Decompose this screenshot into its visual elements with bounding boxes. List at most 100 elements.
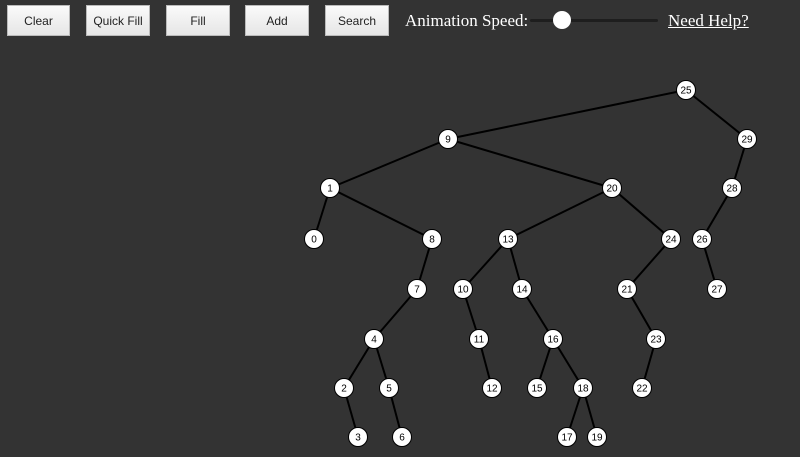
tree-node: 11 (469, 329, 489, 349)
tree-node: 10 (453, 279, 473, 299)
search-button[interactable]: Search (325, 5, 389, 36)
tree-node: 17 (557, 427, 577, 447)
node-circle (407, 279, 427, 299)
tree-node: 14 (512, 279, 532, 299)
node-label: 1 (327, 184, 333, 195)
node-circle (422, 229, 442, 249)
node-circle (527, 378, 547, 398)
node-label: 24 (665, 235, 677, 246)
tree-node: 27 (707, 279, 727, 299)
tree-node: 24 (661, 229, 681, 249)
tree-node: 5 (379, 378, 399, 398)
node-circle (320, 178, 340, 198)
node-circle (304, 229, 324, 249)
node-circle (692, 229, 712, 249)
tree-node: 19 (587, 427, 607, 447)
node-circle (482, 378, 502, 398)
node-label: 14 (516, 285, 528, 296)
tree-node: 23 (646, 329, 666, 349)
node-label: 2 (341, 384, 347, 395)
node-label: 28 (726, 184, 738, 195)
tree-node: 21 (617, 279, 637, 299)
fill-button[interactable]: Fill (166, 5, 230, 36)
node-circle (646, 329, 666, 349)
node-label: 13 (502, 235, 514, 246)
node-label: 3 (355, 433, 361, 444)
node-circle (557, 427, 577, 447)
animation-speed-slider[interactable] (530, 11, 658, 29)
tree-edge (447, 89, 687, 140)
clear-button[interactable]: Clear (7, 5, 70, 36)
node-circle (543, 329, 563, 349)
tree-edge (329, 138, 449, 189)
node-circle (632, 378, 652, 398)
node-label: 16 (547, 335, 559, 346)
node-label: 8 (429, 235, 435, 246)
node-circle (737, 129, 757, 149)
node-label: 18 (577, 384, 589, 395)
need-help-link[interactable]: Need Help? (668, 11, 749, 30)
node-label: 12 (486, 384, 498, 395)
node-label: 25 (680, 86, 692, 97)
node-circle (438, 129, 458, 149)
node-circle (334, 378, 354, 398)
node-circle (661, 229, 681, 249)
node-label: 0 (311, 235, 317, 246)
tree-node: 26 (692, 229, 712, 249)
node-label: 23 (650, 335, 662, 346)
animation-speed-label: Animation Speed: (405, 11, 529, 30)
node-circle (498, 229, 518, 249)
node-circle (617, 279, 637, 299)
node-circle (348, 427, 368, 447)
tree-node: 1 (320, 178, 340, 198)
tree-node: 7 (407, 279, 427, 299)
tree-node: 18 (573, 378, 593, 398)
node-circle (587, 427, 607, 447)
tree-node: 12 (482, 378, 502, 398)
node-circle (512, 279, 532, 299)
tree-edge (373, 288, 418, 340)
tree-node: 8 (422, 229, 442, 249)
add-button[interactable]: Add (245, 5, 309, 36)
tree-node: 15 (527, 378, 547, 398)
tree-node: 9 (438, 129, 458, 149)
tree-edge (507, 187, 613, 240)
node-label: 20 (606, 184, 618, 195)
node-label: 27 (711, 285, 723, 296)
tree-edge (329, 187, 433, 240)
node-circle (676, 80, 696, 100)
node-circle (469, 329, 489, 349)
node-label: 21 (621, 285, 633, 296)
tree-node: 6 (392, 427, 412, 447)
node-label: 10 (457, 285, 469, 296)
node-circle (379, 378, 399, 398)
tree-node: 0 (304, 229, 324, 249)
node-label: 26 (696, 235, 708, 246)
node-circle (392, 427, 412, 447)
tree-node: 25 (676, 80, 696, 100)
node-label: 6 (399, 433, 405, 444)
node-label: 15 (531, 384, 543, 395)
node-circle (364, 329, 384, 349)
slider-thumb[interactable] (553, 11, 571, 29)
quick-fill-button[interactable]: Quick Fill (86, 5, 150, 36)
node-label: 29 (741, 135, 753, 146)
tree-edge (685, 89, 748, 140)
node-label: 9 (445, 135, 451, 146)
node-circle (602, 178, 622, 198)
tree-node: 13 (498, 229, 518, 249)
tree-node: 2 (334, 378, 354, 398)
tree-edge (626, 238, 672, 290)
tree-edge (462, 238, 509, 290)
tree-node: 16 (543, 329, 563, 349)
tree-node: 22 (632, 378, 652, 398)
node-label: 19 (591, 433, 603, 444)
node-label: 7 (414, 285, 420, 296)
node-circle (573, 378, 593, 398)
node-label: 4 (371, 335, 377, 346)
node-circle (453, 279, 473, 299)
tree-node: 4 (364, 329, 384, 349)
tree-node: 28 (722, 178, 742, 198)
node-label: 17 (561, 433, 573, 444)
